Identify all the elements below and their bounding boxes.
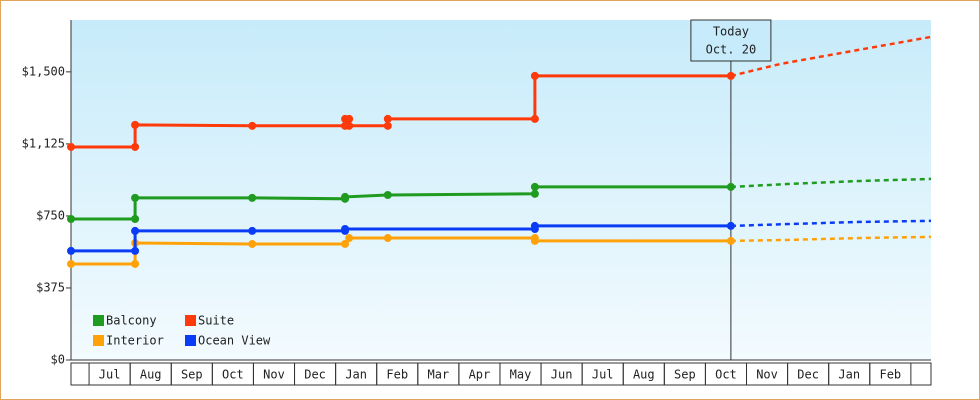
x-tick-label: Aug	[140, 368, 162, 382]
point	[131, 259, 140, 268]
x-tick-label: Dec	[304, 368, 326, 382]
legend-swatch	[93, 335, 104, 346]
x-tick-label: Jan	[345, 368, 367, 382]
point	[530, 71, 539, 80]
point	[131, 215, 140, 224]
point	[726, 236, 735, 245]
point	[131, 226, 140, 235]
x-tick-label: Feb	[879, 368, 901, 382]
point	[726, 221, 735, 230]
projection-line	[730, 235, 932, 243]
y-tick-label: $1,125	[22, 136, 65, 150]
point	[726, 182, 735, 191]
point	[248, 193, 257, 202]
point	[341, 239, 350, 248]
point	[131, 246, 140, 255]
x-tick-label: Jun	[551, 368, 573, 382]
x-tick-label: Jan	[838, 368, 860, 382]
point	[530, 182, 539, 191]
y-tick-label: $0	[51, 353, 65, 367]
point	[248, 239, 257, 248]
today-box	[690, 19, 772, 62]
point	[530, 236, 539, 245]
x-tick-label: Nov	[263, 368, 285, 382]
legend-label: Suite	[198, 314, 234, 328]
legend-swatch	[185, 315, 196, 326]
legend-swatch	[93, 315, 104, 326]
point	[341, 192, 350, 201]
point	[726, 71, 735, 80]
point	[530, 114, 539, 123]
point	[67, 142, 75, 151]
x-tick-label: May	[510, 368, 532, 382]
point	[530, 189, 539, 198]
x-tick-label: Sep	[674, 368, 696, 382]
point	[341, 224, 350, 233]
point	[345, 234, 354, 243]
x-tick-label: Jul	[99, 368, 121, 382]
projection-line	[730, 35, 932, 78]
point	[131, 193, 140, 202]
x-tick-label: Aug	[633, 368, 655, 382]
x-tick-label: Nov	[756, 368, 778, 382]
projection-line	[730, 219, 932, 228]
point	[383, 114, 392, 123]
point	[248, 121, 257, 130]
point	[383, 121, 392, 130]
x-tick-label: Oct	[222, 368, 244, 382]
point	[530, 221, 539, 230]
y-tick-label: $375	[36, 280, 65, 294]
legend-label: Balcony	[106, 314, 157, 328]
x-tick-label: Apr	[469, 368, 491, 382]
point	[67, 259, 75, 268]
y-tick-label: $750	[36, 208, 65, 222]
plot-area	[71, 20, 931, 360]
legend-label: Ocean View	[198, 334, 271, 348]
point	[383, 190, 392, 199]
today-label: Today	[713, 25, 749, 39]
point	[131, 120, 140, 129]
y-tick-label: $1,500	[22, 64, 65, 78]
point	[345, 121, 354, 130]
x-tick-label: Feb	[386, 368, 408, 382]
x-tick-label: Oct	[715, 368, 737, 382]
legend-label: Interior	[106, 334, 164, 348]
today-label: Oct. 20	[706, 43, 757, 57]
x-tick-label: Sep	[181, 368, 203, 382]
point	[383, 234, 392, 243]
x-tick-label: Jul	[592, 368, 614, 382]
legend-swatch	[185, 335, 196, 346]
x-tick-box	[869, 362, 912, 386]
point	[248, 226, 257, 235]
projection-line	[730, 177, 932, 189]
x-tick-label: Mar	[427, 368, 449, 382]
point	[345, 114, 354, 123]
x-tick-label: Dec	[797, 368, 819, 382]
point	[67, 215, 75, 224]
point	[67, 246, 75, 255]
point	[131, 142, 140, 151]
